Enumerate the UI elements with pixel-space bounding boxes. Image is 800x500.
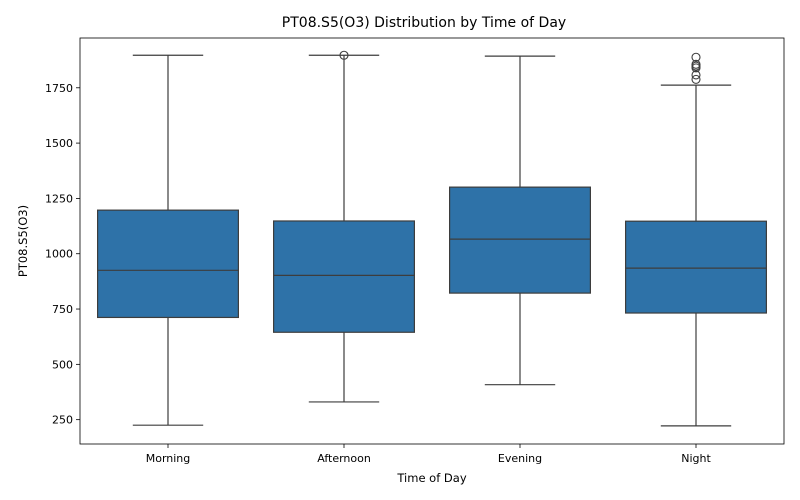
y-axis: 250 500 750 1000 1250 1500 1750 xyxy=(45,82,80,427)
box-group-morning xyxy=(96,54,240,426)
outlier-point xyxy=(691,52,701,62)
outlier-point xyxy=(691,61,701,71)
outlier-point xyxy=(339,50,349,60)
iqr-box xyxy=(624,220,767,314)
y-tick-label: 750 xyxy=(52,303,73,316)
box-group-afternoon xyxy=(273,50,416,403)
chart-title: PT08.S5(O3) Distribution by Time of Day xyxy=(282,15,566,31)
x-tick-label: Morning xyxy=(146,452,191,465)
y-tick-label: 250 xyxy=(52,414,73,427)
y-tick-label: 1250 xyxy=(45,192,73,205)
plot-frame xyxy=(79,37,785,445)
y-tick-label: 500 xyxy=(52,358,73,371)
x-axis: Morning Afternoon Evening Night xyxy=(146,444,711,465)
y-tick-label: 1750 xyxy=(45,82,73,95)
box-group-evening xyxy=(449,55,592,386)
y-tick-label: 1500 xyxy=(45,137,73,150)
outlier-point xyxy=(691,74,701,84)
plot-area xyxy=(96,50,767,427)
outlier-point xyxy=(691,59,701,69)
y-axis-label: PT08.S5(O3) xyxy=(16,205,30,277)
iqr-box xyxy=(273,220,416,333)
x-tick-label: Evening xyxy=(498,452,542,465)
box-group-night xyxy=(624,52,767,427)
iqr-box xyxy=(449,186,592,294)
x-axis-label: Time of Day xyxy=(396,471,466,485)
y-tick-label: 1000 xyxy=(45,248,73,261)
x-tick-label: Night xyxy=(681,452,711,465)
iqr-box xyxy=(96,209,240,319)
outlier-point xyxy=(691,70,701,80)
x-tick-label: Afternoon xyxy=(317,452,371,465)
